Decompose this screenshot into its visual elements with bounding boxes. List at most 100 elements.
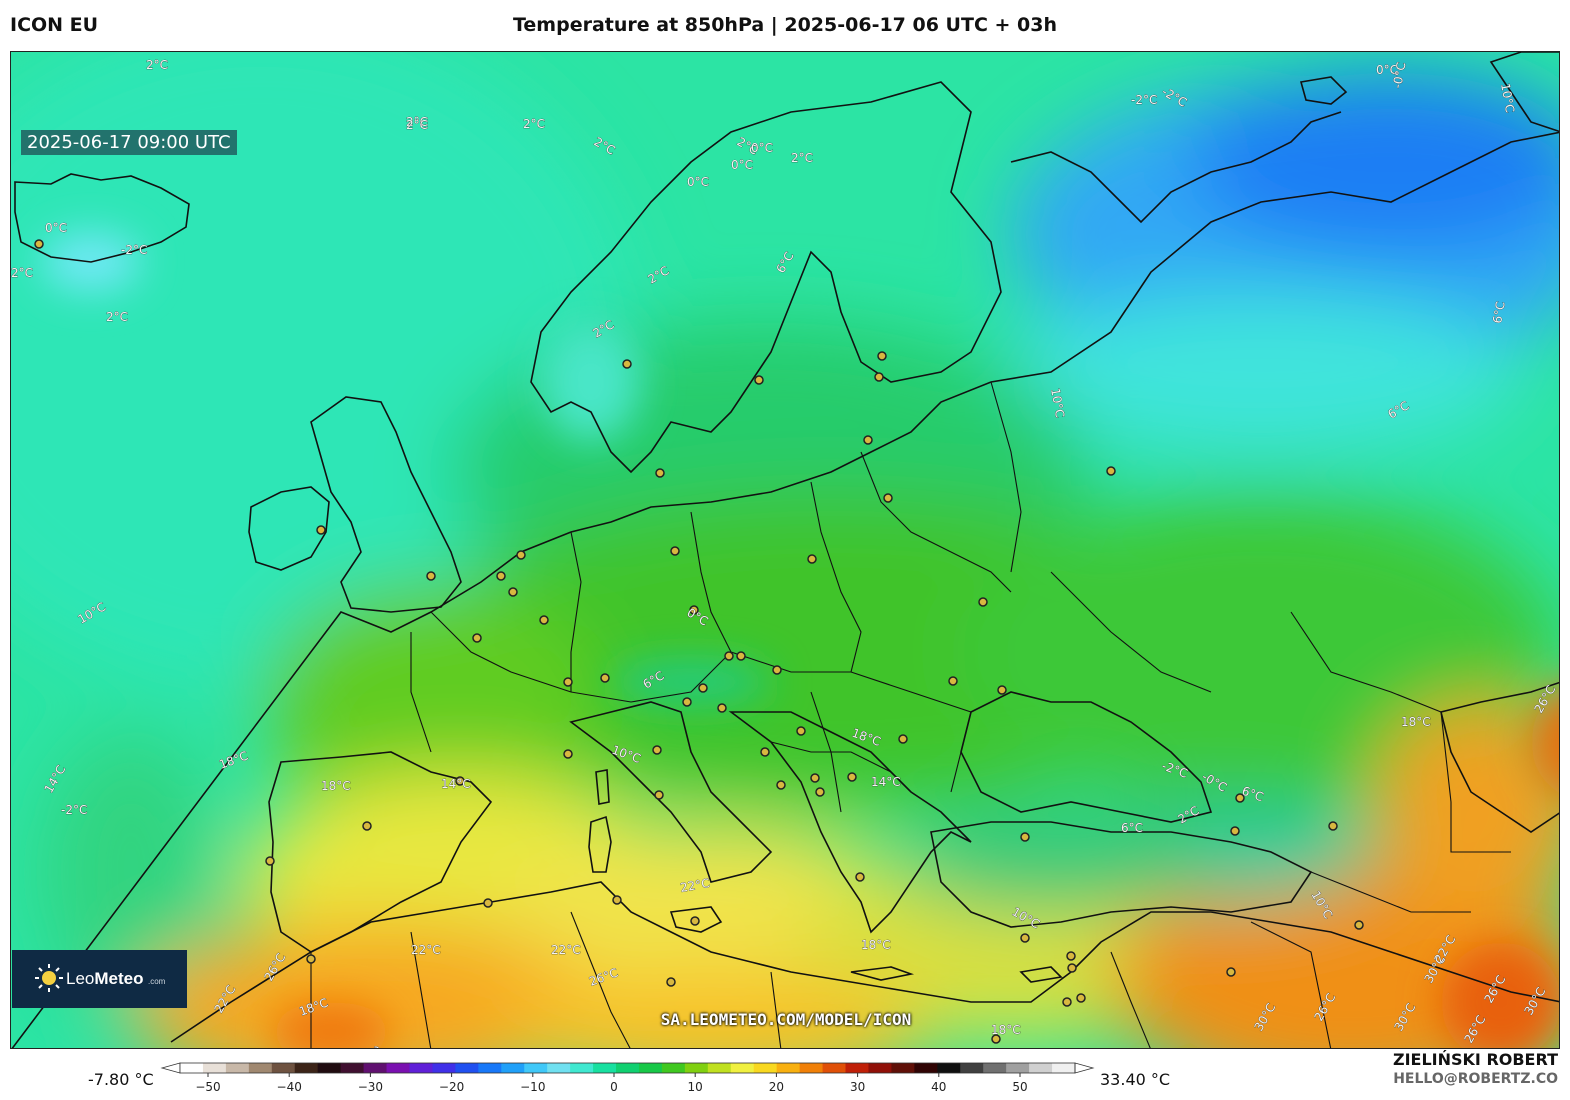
colorbar-segment: [432, 1063, 456, 1073]
colorbar-segment: [593, 1063, 617, 1073]
contour-label: 14°C: [871, 775, 901, 789]
city-markers: [34, 239, 1364, 1044]
colorbar-segment: [868, 1063, 892, 1073]
contour-label: 2°C: [106, 310, 128, 324]
kolguyev-coast: [1299, 76, 1348, 105]
contour-label: 6°C: [1121, 821, 1143, 835]
colorbar-segment: [822, 1063, 847, 1073]
colorbar-tick-label: 30: [850, 1080, 865, 1094]
colorbar-segment: [294, 1063, 319, 1073]
colorbar-segment: [501, 1063, 525, 1073]
colorbar-segment: [937, 1063, 961, 1073]
colorbar-segment: [845, 1063, 869, 1073]
colorbar-segment: [570, 1063, 594, 1073]
colorbar-segment: [386, 1063, 410, 1073]
contour-label: 22°C: [411, 943, 441, 957]
temperature-field: [11, 52, 1559, 1048]
contour-label: 2°C: [406, 118, 428, 132]
valid-time-badge: 2025-06-17 09:00 UTC: [21, 130, 237, 155]
contour-label: 10°C: [1498, 82, 1517, 114]
contour-label: 0°C: [687, 175, 709, 189]
coastlines: [11, 52, 1559, 1048]
contour-label: 18°C: [861, 938, 891, 952]
novaya-zemlya-coast: [1489, 52, 1559, 133]
colorbar-segment: [661, 1063, 686, 1073]
colorbar-segment: [1029, 1063, 1053, 1073]
iberia-coast: [268, 751, 493, 953]
author-email: HELLO@ROBERTZ.CO: [1393, 1071, 1558, 1087]
contour-label: 0°C: [731, 158, 753, 172]
contour-label: -0°C: [1390, 61, 1408, 89]
cyprus-coast: [1019, 966, 1063, 983]
contour-label: 2°C: [11, 266, 33, 280]
contour-label: 2°C: [523, 117, 545, 131]
colorbar-segment: [799, 1063, 824, 1073]
colorbar-tick-label: −40: [277, 1080, 302, 1094]
contour-label: 0°C: [1376, 63, 1398, 77]
colorbar-segment: [730, 1063, 755, 1073]
colorbar-segment: [455, 1063, 479, 1073]
contour-label: 18°C: [991, 1023, 1021, 1037]
contour-label: -2°C: [61, 803, 87, 817]
iceland-coast: [14, 173, 190, 263]
colorbar-segment: [524, 1063, 548, 1073]
author-credit: ZIELIŃSKI ROBERT: [1392, 1050, 1558, 1069]
contour-label: 6°C: [1490, 300, 1508, 324]
colorbar-segment: [363, 1063, 388, 1073]
contour-label: -2°C: [121, 243, 147, 257]
corsica-coast: [595, 769, 610, 805]
contour-label: 22°C: [551, 943, 581, 957]
colorbar-tick-label: 20: [769, 1080, 784, 1094]
colorbar-segment: [707, 1063, 732, 1073]
colorbar-segment: [914, 1063, 938, 1073]
colorbar-segment: [478, 1063, 502, 1073]
sun-icon: [35, 964, 63, 992]
chart-title: Temperature at 850hPa | 2025-06-17 06 UT…: [512, 14, 1058, 36]
colorbar-max-label: 33.40 °C: [1100, 1070, 1171, 1089]
colorbar-segment: [180, 1063, 204, 1073]
anatolia-coast: [930, 821, 1313, 928]
temperature-map[interactable]: 2°C 2°C 2°C 2°C 2°C 0°C 0°C -2°C 2°C 0°C -2°C 2°C 0°…: [10, 51, 1560, 1049]
colorbar-tick-label: −50: [195, 1080, 220, 1094]
crete-coast: [850, 966, 915, 981]
contour-label: 2°C: [146, 58, 168, 72]
colorbar-segment: [317, 1063, 342, 1073]
colorbar-segment: [1052, 1063, 1076, 1073]
model-name: ICON EU: [10, 14, 99, 36]
contour-label: 0°C: [751, 141, 773, 155]
colorbar-segment: [983, 1063, 1007, 1073]
colorbar-segment: [1006, 1063, 1030, 1073]
colorbar-tick-label: −20: [439, 1080, 464, 1094]
balkans-coast: [728, 711, 972, 934]
contour-label: 0°C: [45, 221, 67, 235]
scandinavia-coast: [530, 81, 1002, 474]
contour-label: 2°C: [791, 151, 813, 165]
contour-label: 18°C: [1401, 715, 1431, 729]
logo-wordmark: LeoMeteo: [66, 969, 144, 988]
contour-label: 2°C: [406, 115, 428, 129]
colorbar-min-arrow: [160, 1062, 181, 1074]
colorbar-tick-label: 0: [610, 1080, 618, 1094]
britain-coast: [310, 396, 462, 613]
leometeo-logo[interactable]: LeoMeteo .com: [12, 950, 187, 1008]
map-canvas: 2°C2°C 2°C2°C 2°C0°C0°C-2°C2°C0°C-2°C2°C0°…: [11, 52, 1559, 1048]
colorbar-tick-label: 40: [931, 1080, 946, 1094]
colorbar-segment: [202, 1063, 227, 1073]
temperature-colorbar: −50 −40 −30 −20 −10 0 10 20 30 40 50: [160, 1062, 1095, 1094]
colorbar-segment: [248, 1063, 273, 1073]
colorbar-segment: [638, 1063, 663, 1073]
colorbar-segment: [271, 1063, 296, 1073]
colorbar-segment: [753, 1063, 778, 1073]
colorbar-segment: [776, 1063, 801, 1073]
contour-label: -2°C: [1131, 93, 1157, 107]
colorbar-segment: [684, 1063, 709, 1073]
colorbar-max-arrow: [1074, 1062, 1095, 1074]
source-watermark: SA.LEOMETEO.COM/MODEL/ICON: [660, 1010, 912, 1029]
colorbar-min-label: -7.80 °C: [88, 1070, 154, 1089]
sardinia-coast: [588, 815, 612, 873]
colorbar-segment: [891, 1063, 915, 1073]
colorbar-tick-label: 50: [1012, 1080, 1027, 1094]
colorbar-segment: [547, 1063, 571, 1073]
colorbar-segment: [616, 1063, 640, 1073]
north-africa-coast: [170, 881, 1559, 1043]
